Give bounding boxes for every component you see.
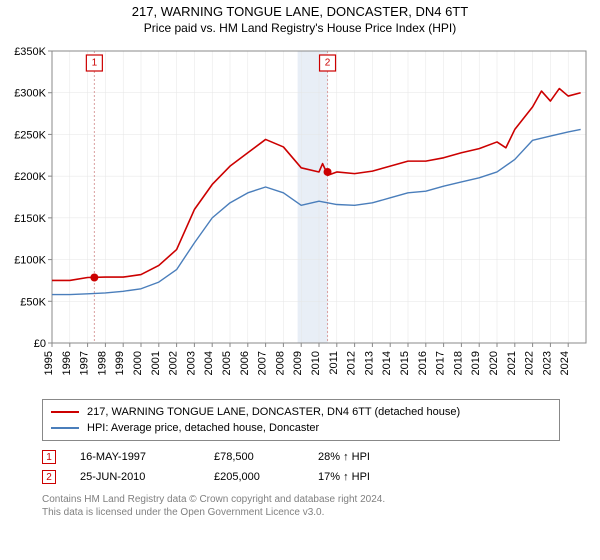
svg-text:2001: 2001 — [150, 351, 162, 375]
svg-text:£250K: £250K — [14, 129, 46, 141]
svg-text:2008: 2008 — [274, 351, 286, 375]
sale-price: £205,000 — [214, 471, 294, 483]
svg-text:2011: 2011 — [328, 351, 340, 375]
svg-text:1996: 1996 — [61, 351, 73, 375]
svg-text:2018: 2018 — [452, 351, 464, 375]
table-row: 1 16-MAY-1997 £78,500 28% ↑ HPI — [42, 447, 560, 467]
svg-text:2004: 2004 — [203, 351, 215, 375]
sale-diff: 28% ↑ HPI — [318, 451, 370, 463]
svg-text:£300K: £300K — [14, 88, 46, 100]
table-row: 2 25-JUN-2010 £205,000 17% ↑ HPI — [42, 467, 560, 487]
sale-marker-icon: 1 — [42, 450, 56, 464]
svg-text:2013: 2013 — [363, 351, 375, 375]
svg-text:1995: 1995 — [43, 351, 55, 375]
svg-text:£200K: £200K — [14, 171, 46, 183]
svg-text:1999: 1999 — [114, 351, 126, 375]
svg-text:£0: £0 — [34, 338, 46, 350]
chart-area: £0 £50K £100K £150K £200K £250K £300K £350K 1995… — [0, 43, 600, 393]
svg-text:2015: 2015 — [399, 351, 411, 375]
svg-text:£100K: £100K — [14, 255, 46, 267]
svg-text:2005: 2005 — [221, 351, 233, 375]
svg-text:2023: 2023 — [541, 351, 553, 375]
sales-table: 1 16-MAY-1997 £78,500 28% ↑ HPI 2 25-JUN… — [42, 447, 560, 487]
svg-text:2009: 2009 — [292, 351, 304, 375]
legend-item: 217, WARNING TONGUE LANE, DONCASTER, DN4… — [51, 404, 551, 420]
svg-text:1: 1 — [92, 58, 98, 69]
sale-marker-icon: 2 — [42, 470, 56, 484]
svg-text:2002: 2002 — [168, 351, 180, 375]
svg-text:2019: 2019 — [470, 351, 482, 375]
svg-text:2000: 2000 — [132, 351, 144, 375]
title-block: 217, WARNING TONGUE LANE, DONCASTER, DN4… — [0, 0, 600, 35]
legend: 217, WARNING TONGUE LANE, DONCASTER, DN4… — [42, 399, 560, 441]
svg-text:2021: 2021 — [506, 351, 518, 375]
legend-swatch — [51, 411, 79, 413]
svg-text:2024: 2024 — [559, 351, 571, 375]
svg-text:2012: 2012 — [346, 351, 358, 375]
svg-text:£150K: £150K — [14, 213, 46, 225]
svg-text:2022: 2022 — [524, 351, 536, 375]
svg-text:£50K: £50K — [20, 296, 46, 308]
legend-label: HPI: Average price, detached house, Donc… — [87, 422, 319, 434]
sale-diff: 17% ↑ HPI — [318, 471, 370, 483]
svg-text:£350K: £350K — [14, 46, 46, 58]
svg-text:2003: 2003 — [185, 351, 197, 375]
svg-text:2010: 2010 — [310, 351, 322, 375]
footnote-line: Contains HM Land Registry data © Crown c… — [42, 493, 560, 506]
legend-label: 217, WARNING TONGUE LANE, DONCASTER, DN4… — [87, 406, 460, 418]
svg-text:2014: 2014 — [381, 351, 393, 375]
svg-text:2017: 2017 — [435, 351, 447, 375]
legend-item: HPI: Average price, detached house, Donc… — [51, 420, 551, 436]
svg-text:2020: 2020 — [488, 351, 500, 375]
sale-price: £78,500 — [214, 451, 294, 463]
footnote-line: This data is licensed under the Open Gov… — [42, 506, 560, 519]
svg-text:2006: 2006 — [239, 351, 251, 375]
sale-date: 16-MAY-1997 — [80, 451, 190, 463]
svg-text:1997: 1997 — [79, 351, 91, 375]
footnote: Contains HM Land Registry data © Crown c… — [42, 493, 560, 519]
chart-title: 217, WARNING TONGUE LANE, DONCASTER, DN4… — [0, 4, 600, 19]
line-chart: £0 £50K £100K £150K £200K £250K £300K £350K 1995… — [0, 43, 600, 393]
sale-date: 25-JUN-2010 — [80, 471, 190, 483]
svg-text:2016: 2016 — [417, 351, 429, 375]
legend-swatch — [51, 427, 79, 429]
svg-text:2: 2 — [325, 58, 331, 69]
svg-text:1998: 1998 — [96, 351, 108, 375]
svg-text:2007: 2007 — [257, 351, 269, 375]
chart-subtitle: Price paid vs. HM Land Registry's House … — [0, 21, 600, 35]
